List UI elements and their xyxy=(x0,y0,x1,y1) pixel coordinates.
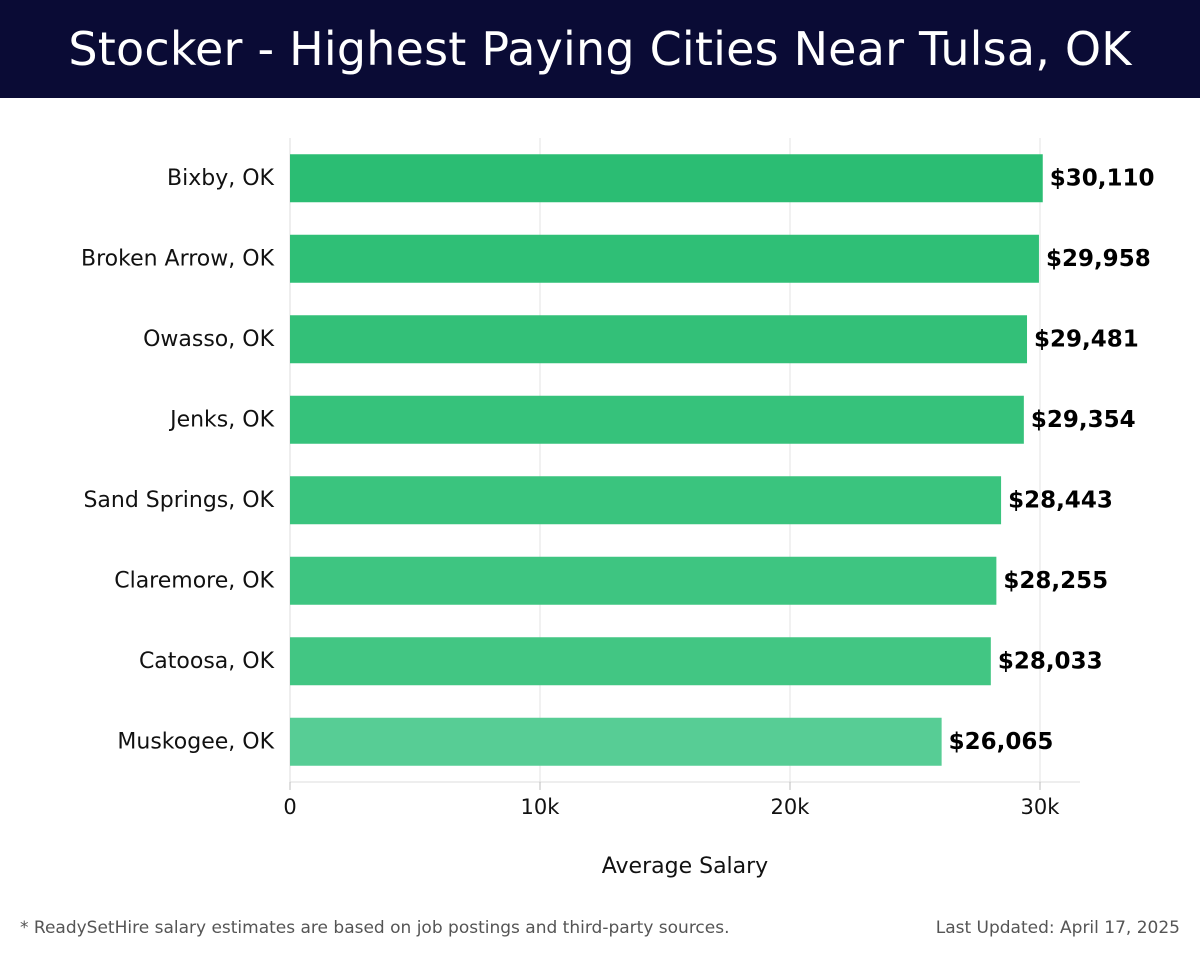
bar-chart: Bixby, OK $30,110 Broken Arrow, OK $29,958 O… xyxy=(81,138,1155,879)
bar xyxy=(290,637,991,686)
category-label: Jenks, OK xyxy=(168,407,274,432)
last-updated: Last Updated: April 17, 2025 xyxy=(935,918,1180,938)
bar xyxy=(290,556,997,605)
value-label: $28,033 xyxy=(998,648,1103,674)
x-tick-label: 0 xyxy=(283,795,296,819)
value-label: $29,354 xyxy=(1031,407,1136,433)
bar xyxy=(290,395,1024,444)
value-label: $28,255 xyxy=(1003,568,1108,594)
x-tick-label: 30k xyxy=(1021,795,1061,819)
category-label: Catoosa, OK xyxy=(139,649,275,674)
value-label: $29,958 xyxy=(1046,246,1151,272)
bar xyxy=(290,234,1039,283)
chart-header: Stocker - Highest Paying Cities Near Tul… xyxy=(0,0,1200,98)
value-label: $26,065 xyxy=(949,729,1054,755)
value-label: $28,443 xyxy=(1008,487,1113,513)
x-tick-label: 20k xyxy=(771,795,811,819)
bar xyxy=(290,154,1043,203)
category-label: Bixby, OK xyxy=(167,166,275,191)
bar xyxy=(290,717,942,766)
category-label: Sand Springs, OK xyxy=(83,488,274,513)
category-label: Broken Arrow, OK xyxy=(81,246,275,271)
category-label: Claremore, OK xyxy=(114,568,274,593)
category-label: Muskogee, OK xyxy=(117,729,274,754)
x-axis-label: Average Salary xyxy=(602,854,768,879)
value-label: $30,110 xyxy=(1050,165,1155,191)
value-label: $29,481 xyxy=(1034,326,1139,352)
bar xyxy=(290,315,1028,364)
category-label: Owasso, OK xyxy=(143,327,274,352)
footer-note: * ReadySetHire salary estimates are base… xyxy=(20,918,730,938)
x-tick-label: 10k xyxy=(521,795,561,819)
chart-title: Stocker - Highest Paying Cities Near Tul… xyxy=(68,22,1132,76)
bar xyxy=(290,476,1002,525)
